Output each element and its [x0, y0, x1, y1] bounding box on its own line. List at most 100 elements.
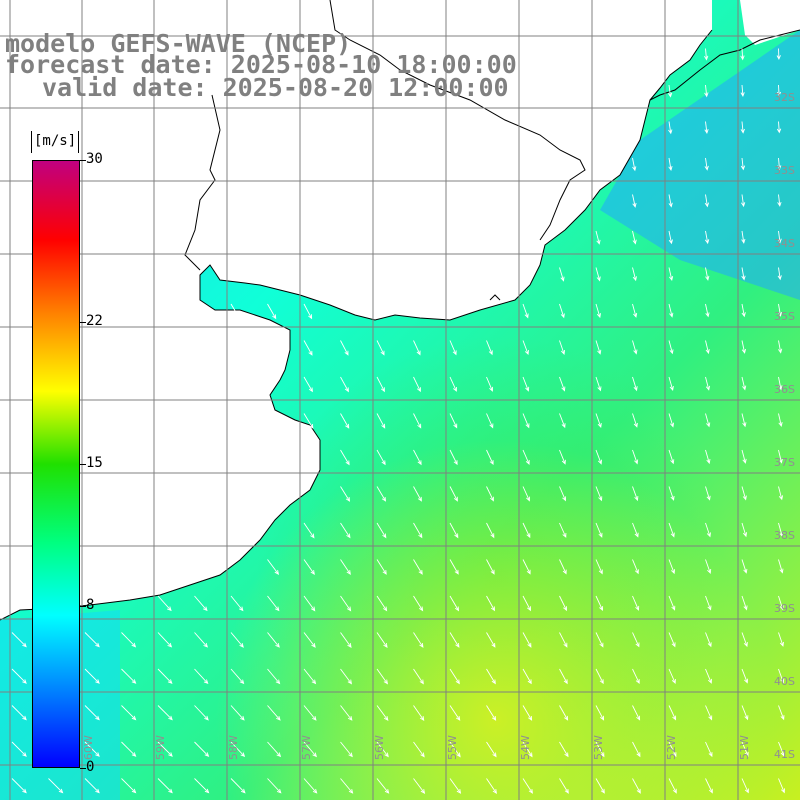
wind-arrow [230, 705, 245, 721]
wind-arrow [522, 376, 530, 392]
wind-arrow [157, 595, 172, 612]
wind-arrow [595, 668, 604, 685]
wind-arrow [741, 741, 749, 757]
wind-arrow [340, 376, 349, 393]
wind-arrow [776, 121, 782, 134]
wind-arrow [340, 449, 350, 466]
wind-arrow [522, 340, 529, 356]
wind-arrow [340, 668, 353, 685]
wind-arrow [632, 741, 641, 758]
wind-arrow [486, 376, 494, 392]
wind-arrow [705, 595, 712, 611]
wind-arrow [121, 741, 137, 757]
latitude-labels: 32S 33S 34S 35S 36S 37S 38S 39S 40S 41S [774, 91, 795, 761]
wind-arrow [522, 303, 529, 319]
wind-arrow [632, 267, 637, 282]
wind-arrow [486, 632, 496, 648]
wind-arrow [741, 267, 746, 281]
wind-arrow [157, 741, 173, 757]
wind-arrow [632, 486, 639, 502]
latitude-label: 39S [774, 602, 795, 615]
wind-arrow [449, 449, 458, 466]
wind-arrow [668, 376, 674, 391]
wind-arrow [303, 376, 313, 393]
wind-arrow [595, 595, 604, 612]
wind-arrow [376, 595, 388, 612]
wind-arrow [741, 705, 749, 721]
wind-arrow [668, 522, 675, 538]
longitude-label: 57W [300, 735, 313, 760]
wind-arrow [413, 522, 423, 539]
wind-arrow [486, 340, 493, 356]
wind-arrow [303, 595, 316, 612]
wind-arrow [340, 705, 353, 721]
wind-arrow [740, 84, 745, 98]
wind-arrow [632, 705, 641, 721]
wind-arrow [668, 705, 677, 721]
wind-arrow [741, 230, 746, 244]
wind-arrow [267, 705, 281, 721]
wind-arrow [668, 121, 673, 135]
wind-arrow [376, 668, 389, 685]
wind-arrow [522, 632, 532, 648]
colorbar-tick-label: 15 [86, 455, 103, 471]
wind-arrow [705, 340, 710, 355]
longitude-label: 54W [519, 735, 532, 760]
wind-arrow [121, 705, 137, 721]
wind-arrow [449, 668, 460, 685]
wind-arrow [449, 778, 462, 794]
wind-arrow [741, 194, 746, 208]
wind-arrow [705, 668, 712, 684]
longitude-labels: 60W 59W 58W 57W 56W 55W 54W 53W 52W 51W [82, 735, 751, 760]
wind-arrow [230, 778, 246, 794]
wind-arrow [559, 778, 569, 794]
wind-arrow [449, 413, 458, 429]
wind-arrow [267, 741, 282, 758]
wind-arrow [705, 632, 712, 648]
wind-arrow [522, 522, 531, 539]
wind-arrow [632, 340, 638, 355]
wind-arrow [340, 522, 351, 539]
wind-arrow [778, 376, 783, 391]
wind-arrow [376, 632, 388, 648]
wind-arrow [267, 595, 280, 612]
wind-arrow [267, 303, 277, 320]
wind-arrow [705, 705, 713, 721]
wind-arrow [632, 157, 637, 172]
wind-arrow [595, 778, 605, 794]
wind-arrow [559, 267, 565, 282]
wind-arrow [778, 705, 785, 721]
wind-arrow [668, 632, 676, 648]
wind-arrow [449, 741, 461, 758]
wind-arrow [632, 595, 640, 611]
wind-arrow [303, 340, 313, 356]
wind-arrow [559, 522, 567, 538]
wind-arrow [778, 486, 784, 501]
title-valid-date: valid date: 2025-08-20 12:00:00 [42, 73, 509, 102]
colorbar-tick-mark [80, 160, 86, 161]
wind-arrow [632, 668, 640, 685]
wind-arrow [376, 741, 389, 758]
colorbar-unit: [m/s] [34, 133, 77, 149]
wind-arrow [194, 705, 209, 721]
wind-arrow [704, 121, 709, 135]
wind-arrow [157, 668, 173, 684]
wind-arrow [376, 559, 387, 575]
wind-arrow [157, 705, 173, 721]
wind-arrow [668, 157, 673, 172]
wind-arrow [668, 340, 674, 355]
wind-arrow [776, 84, 782, 97]
wind-arrow [230, 595, 244, 612]
latitude-label: 36S [774, 383, 795, 396]
wind-arrow [778, 522, 784, 538]
wind-arrow [413, 668, 424, 685]
wind-arrow [778, 778, 785, 794]
longitude-label: 55W [446, 735, 459, 760]
wind-arrow [705, 303, 710, 318]
wind-arrow [230, 668, 245, 685]
colorbar-tick-mark [80, 605, 86, 607]
wind-arrow [777, 267, 782, 281]
wind-arrow [776, 48, 781, 61]
wind-arrow [230, 741, 246, 758]
